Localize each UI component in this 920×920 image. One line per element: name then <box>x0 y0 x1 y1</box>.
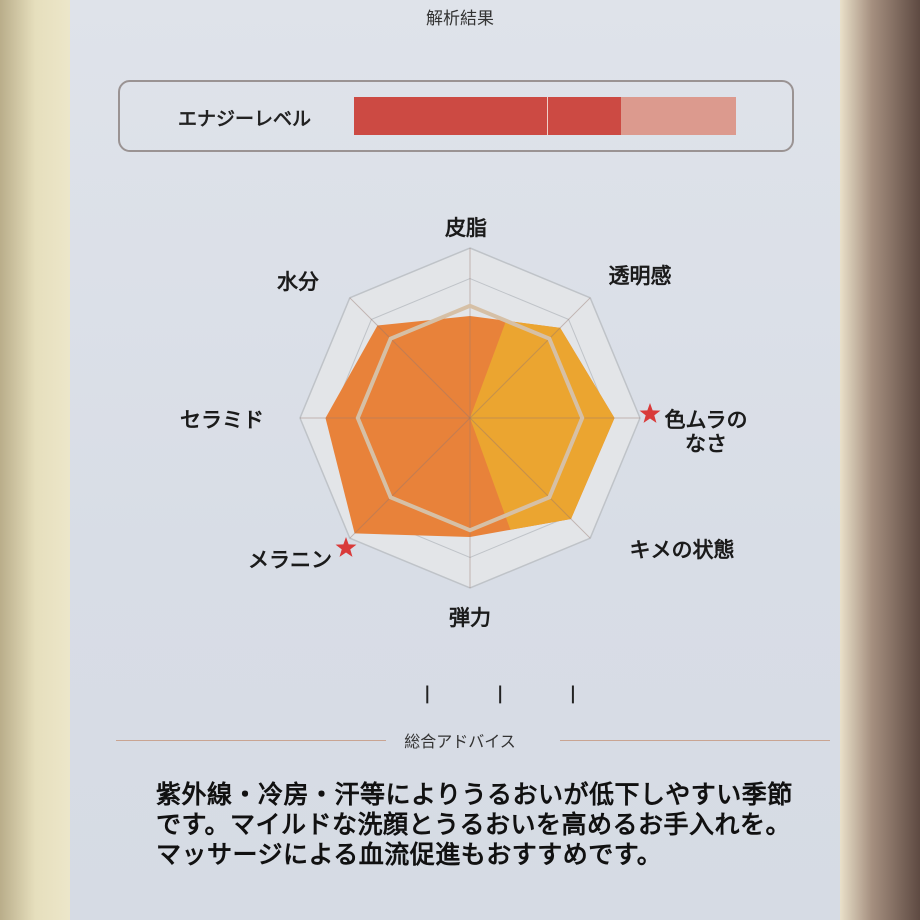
axis-label: キメの状態 <box>629 538 735 562</box>
star-icon <box>335 537 357 557</box>
axis-label: 透明感 <box>608 264 672 288</box>
axis-label: 皮脂 <box>445 216 487 240</box>
tick-marks: | | | <box>424 683 607 704</box>
advice-title: 総合アドバイス <box>404 732 516 751</box>
radar-axis-line <box>349 417 471 539</box>
axis-label: セラミド <box>180 408 264 432</box>
axis-label: 色ムラの なさ <box>664 408 748 456</box>
radar-axis-line <box>469 417 591 539</box>
axis-label: メラニン <box>248 548 332 572</box>
divider-right <box>560 740 830 741</box>
advice-text: 紫外線・冷房・汗等によりうるおいが低下しやすい季節です。マイルドな洗顔とうるおい… <box>156 780 793 869</box>
star-icon <box>639 403 661 423</box>
energy-level-fill <box>354 97 622 135</box>
radar-highlight-area <box>470 320 615 530</box>
energy-divider <box>547 97 548 135</box>
axis-label: 水分 <box>277 270 319 294</box>
radar-axis-line <box>349 297 471 419</box>
page-title: 解析結果 <box>426 9 494 29</box>
radar-axis-line <box>469 297 591 419</box>
photo-edge <box>840 0 920 920</box>
divider-left <box>116 740 386 741</box>
energy-level-bar <box>354 97 736 135</box>
radar-reference-ring <box>355 303 585 533</box>
energy-level-label: エナジーレベル <box>178 108 312 130</box>
radar-grid-ring <box>330 278 610 558</box>
axis-label: 弾力 <box>449 606 491 630</box>
energy-level-panel: エナジーレベル <box>118 80 794 152</box>
